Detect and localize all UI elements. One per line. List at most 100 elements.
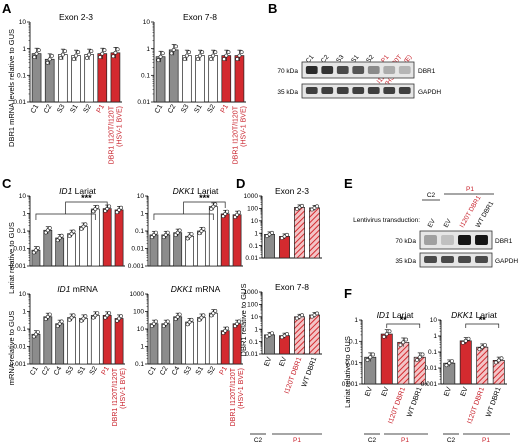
y-tick-label: 1 bbox=[254, 230, 258, 237]
cat-label-ev: EV bbox=[279, 356, 289, 367]
band-dbr1 bbox=[367, 66, 380, 74]
data-point bbox=[115, 210, 119, 215]
data-point bbox=[270, 331, 274, 336]
data-point bbox=[107, 204, 112, 209]
data-point bbox=[154, 230, 158, 235]
band-gapdh bbox=[441, 256, 454, 263]
data-point bbox=[177, 312, 182, 317]
blot-e: C2 P1 Lentivirus transduction: EV EV I12… bbox=[353, 186, 518, 268]
y-tick-label: 1 bbox=[22, 211, 26, 218]
data-point bbox=[102, 48, 107, 53]
data-point bbox=[98, 55, 102, 60]
cat-label-c1: C1 bbox=[154, 103, 165, 114]
data-point bbox=[209, 57, 213, 61]
y-tick-label: 0.1 bbox=[249, 339, 258, 346]
data-point bbox=[34, 51, 39, 56]
y-tick-label: 0.1 bbox=[428, 349, 437, 356]
data-point bbox=[463, 338, 468, 343]
data-point bbox=[43, 230, 48, 235]
data-point bbox=[32, 55, 37, 60]
cat-label-ev: EV bbox=[381, 386, 391, 397]
chart-title: ID1 mRNA bbox=[57, 284, 98, 294]
data-point bbox=[184, 53, 189, 58]
y-tick-label: 0.1 bbox=[249, 243, 258, 250]
data-point bbox=[119, 205, 123, 210]
data-point bbox=[161, 235, 166, 240]
bar-s3 bbox=[67, 317, 76, 365]
bar-ev bbox=[264, 234, 275, 259]
y-tick-label: 0.1 bbox=[349, 339, 358, 346]
band-gapdh bbox=[424, 256, 437, 263]
cat-label-s3: S3 bbox=[183, 365, 193, 376]
data-point bbox=[187, 320, 192, 324]
chart-title: DKK1 mRNA bbox=[171, 284, 221, 294]
y-tick-label: 0.001 bbox=[421, 381, 438, 388]
y-tick-label: 1 bbox=[140, 211, 144, 218]
blot-b-label-c1: C1 bbox=[305, 53, 316, 64]
band-gapdh bbox=[367, 87, 380, 94]
bar-p1 bbox=[102, 315, 112, 365]
cat-label-wt-dbr1: WT DBR1 bbox=[485, 386, 502, 418]
data-point bbox=[95, 311, 100, 316]
blot-e-gapdh-membrane bbox=[419, 252, 493, 268]
panel-c-ylabel-bottom: mRNA relative to GUS bbox=[7, 311, 16, 386]
data-point bbox=[45, 228, 50, 233]
bar-c2 bbox=[168, 49, 179, 103]
cat-label-s2: S2 bbox=[89, 365, 99, 376]
y-tick-label: 0.01 bbox=[245, 351, 258, 358]
cat-label-c1: C1 bbox=[29, 365, 40, 376]
data-point bbox=[85, 56, 89, 60]
y-tick-label: 10 bbox=[251, 314, 259, 321]
y-tick-label: 1000 bbox=[244, 289, 259, 296]
chart-title: DKK1 Lariat bbox=[451, 310, 497, 320]
bar-dbr1-i120t-i120t-hsv-1-bve- bbox=[110, 52, 121, 103]
data-point bbox=[115, 318, 119, 323]
data-point bbox=[185, 322, 190, 327]
cat-label-s2: S2 bbox=[207, 365, 217, 376]
cat-label-cohort: (HSV-1 BVE) bbox=[116, 106, 123, 147]
data-point bbox=[55, 238, 60, 243]
cat-label-ev: EV bbox=[364, 386, 374, 397]
data-point bbox=[91, 209, 96, 214]
blot-b-label-p1: P1 bbox=[380, 53, 391, 64]
y-tick-label: 0.1 bbox=[17, 326, 26, 333]
data-point bbox=[233, 215, 237, 219]
cat-label-variant: DBR1 I120T/I120T bbox=[112, 367, 119, 426]
y-tick-label: 1 bbox=[354, 317, 358, 324]
data-point bbox=[224, 53, 229, 58]
y-tick-label: 10 bbox=[19, 19, 27, 26]
panel-c-ylabel-top: Lariat relative to GUS bbox=[7, 222, 16, 294]
bar-s1 bbox=[197, 317, 206, 365]
data-point bbox=[32, 334, 36, 339]
data-point bbox=[415, 358, 419, 362]
data-point bbox=[169, 51, 174, 56]
panel-f1-group-c2: C2 bbox=[368, 437, 377, 444]
panel-letter-c: C bbox=[2, 176, 12, 191]
bar-s3 bbox=[185, 235, 194, 267]
data-point bbox=[47, 312, 52, 317]
panel-f-ylabel: Lariat relative to GUS bbox=[343, 336, 352, 408]
cat-label-p1: P1 bbox=[220, 103, 230, 114]
y-tick-label: 1 bbox=[22, 46, 26, 53]
bar-c1 bbox=[31, 333, 41, 365]
data-point bbox=[233, 324, 237, 328]
bar-wt-dbr1 bbox=[309, 207, 320, 259]
data-point bbox=[55, 324, 60, 328]
y-tick-label: 0.1 bbox=[135, 228, 144, 235]
chart-title: Exon 2-3 bbox=[275, 186, 309, 196]
bar-dbr1-i120t-i120t-hsv-1-bve- bbox=[234, 55, 245, 103]
cat-label-c2: C2 bbox=[159, 365, 170, 376]
bar-wt-dbr1 bbox=[309, 314, 320, 355]
data-point bbox=[197, 231, 202, 236]
cat-label-s3: S3 bbox=[56, 103, 66, 114]
data-point bbox=[154, 319, 158, 324]
data-point bbox=[105, 313, 110, 318]
data-point bbox=[447, 361, 452, 366]
y-tick-label: 10 bbox=[137, 193, 145, 200]
data-point bbox=[60, 52, 65, 57]
data-point bbox=[152, 321, 156, 326]
blot-b-mw-35: 35 kDa bbox=[277, 89, 298, 96]
y-tick-label: 1000 bbox=[130, 291, 145, 298]
cat-label-s2: S2 bbox=[207, 103, 217, 114]
y-tick-label: 0.001 bbox=[10, 361, 27, 368]
